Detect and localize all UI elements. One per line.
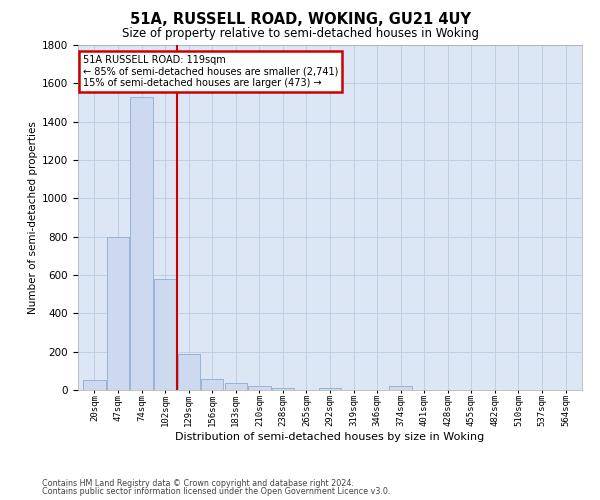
Text: 51A RUSSELL ROAD: 119sqm
← 85% of semi-detached houses are smaller (2,741)
15% o: 51A RUSSELL ROAD: 119sqm ← 85% of semi-d… xyxy=(83,54,338,88)
Bar xyxy=(154,279,176,390)
Text: Contains HM Land Registry data © Crown copyright and database right 2024.: Contains HM Land Registry data © Crown c… xyxy=(42,478,354,488)
Text: Size of property relative to semi-detached houses in Woking: Size of property relative to semi-detach… xyxy=(121,28,479,40)
Bar xyxy=(178,354,200,390)
Bar xyxy=(389,386,412,390)
X-axis label: Distribution of semi-detached houses by size in Woking: Distribution of semi-detached houses by … xyxy=(175,432,485,442)
Bar xyxy=(272,388,294,390)
Bar xyxy=(130,97,153,390)
Bar xyxy=(319,388,341,390)
Text: 51A, RUSSELL ROAD, WOKING, GU21 4UY: 51A, RUSSELL ROAD, WOKING, GU21 4UY xyxy=(130,12,470,28)
Bar xyxy=(224,384,247,390)
Bar xyxy=(201,380,223,390)
Text: Contains public sector information licensed under the Open Government Licence v3: Contains public sector information licen… xyxy=(42,487,391,496)
Bar xyxy=(107,236,129,390)
Bar xyxy=(248,386,271,390)
Y-axis label: Number of semi-detached properties: Number of semi-detached properties xyxy=(28,121,38,314)
Bar xyxy=(83,380,106,390)
